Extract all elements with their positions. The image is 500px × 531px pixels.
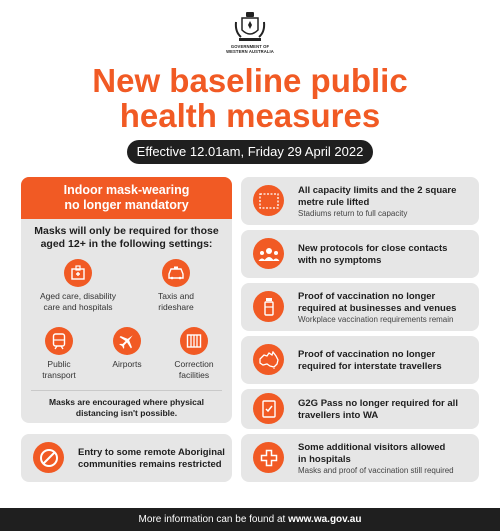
- people-group-icon: [253, 238, 284, 269]
- setting-label: Correction facilities: [149, 359, 239, 380]
- card-sub-line: Workplace vaccination requirements remai…: [298, 315, 454, 324]
- setting-correction: Correction facilities: [149, 327, 239, 380]
- crest-line-1: GOVERNMENT OF: [230, 44, 270, 49]
- setting-airports: Airports: [82, 327, 172, 370]
- medical-cross-icon: [253, 442, 284, 473]
- card-text: Proof of vaccination no longer required …: [298, 349, 442, 372]
- capacity-limits-card: All capacity limits and the 2 square met…: [241, 177, 479, 225]
- setting-public-transport: Public transport: [14, 327, 104, 380]
- card-main-line-1: All capacity limits and the 2 square: [298, 185, 457, 196]
- mask-foot-line-2: distancing isn't possible.: [75, 408, 178, 418]
- card-main-line-2: travellers into WA: [298, 409, 379, 421]
- card-main-line-1: Some additional visitors allowed: [298, 442, 446, 453]
- australia-map-icon: [253, 344, 284, 375]
- no-entry-icon: [33, 442, 64, 473]
- prison-icon: [180, 327, 208, 355]
- mask-panel: Indoor mask-wearing no longer mandatory …: [21, 177, 232, 423]
- setting-label-line-1: Aged care, disability: [39, 291, 117, 301]
- card-text: All capacity limits and the 2 square met…: [298, 185, 456, 219]
- card-main-line-1: G2G Pass no longer required for all: [298, 398, 458, 409]
- setting-taxis: Taxis and rideshare: [131, 259, 221, 312]
- setting-label-line-1: Public: [47, 359, 71, 369]
- setting-aged-care: Aged care, disability care and hospitals: [33, 259, 123, 312]
- setting-label: Taxis and rideshare: [131, 291, 221, 312]
- card-main-line-2: metre rule lifted: [298, 196, 370, 208]
- footer-bar: More information can be found at www.wa.…: [0, 508, 500, 531]
- mask-panel-footnote: Masks are encouraged where physical dist…: [21, 397, 232, 419]
- setting-label-line-2: care and hospitals: [43, 301, 113, 312]
- card-text: Proof of vaccination no longer required …: [298, 291, 456, 325]
- mask-panel-divider: [31, 390, 222, 391]
- government-crest: GOVERNMENT OF WESTERN AUSTRALIA: [225, 10, 275, 62]
- card-text: New protocols for close contacts with no…: [298, 243, 447, 266]
- mask-foot-line-1: Masks are encouraged where physical: [49, 397, 204, 407]
- effective-date-pill: Effective 12.01am, Friday 29 April 2022: [127, 140, 373, 164]
- setting-label-line-2: transport: [42, 369, 76, 380]
- mask-panel-heading: Indoor mask-wearing no longer mandatory: [21, 177, 232, 219]
- footer-link[interactable]: www.wa.gov.au: [288, 514, 362, 525]
- page-title: New baseline public health measures: [0, 63, 500, 133]
- card-text: G2G Pass no longer required for all trav…: [298, 398, 458, 421]
- hospital-visitors-card: Some additional visitors allowed in hosp…: [241, 434, 479, 482]
- crest-line-2: WESTERN AUSTRALIA: [226, 49, 274, 54]
- setting-label-line-1: Airports: [112, 359, 142, 369]
- vaccination-venues-card: Proof of vaccination no longer required …: [241, 283, 479, 331]
- footer-text: More information can be found at: [138, 514, 289, 525]
- coat-of-arms-icon: [234, 12, 266, 41]
- mask-panel-subtitle: Masks will only be required for those ag…: [21, 225, 232, 251]
- mask-sub-line-2: aged 12+ in the following settings:: [40, 238, 213, 250]
- card-main-line-1: New protocols for close contacts: [298, 243, 448, 254]
- pass-document-icon: [253, 393, 284, 424]
- setting-label-line-2: facilities: [178, 369, 210, 380]
- card-main-line-2: in hospitals: [298, 453, 351, 465]
- card-main-line-2: required for interstate travellers: [298, 360, 442, 372]
- setting-label-line-1: Taxis and: [158, 291, 194, 301]
- square-metre-icon: [253, 185, 284, 216]
- vaccine-vial-icon: [253, 291, 284, 322]
- setting-label: Airports: [82, 359, 172, 370]
- aboriginal-communities-card: Entry to some remote Aboriginal communit…: [21, 434, 232, 482]
- card-main-line-1: Entry to some remote Aboriginal: [78, 447, 225, 458]
- mask-heading-line-1: Indoor mask-wearing: [63, 183, 190, 197]
- card-main-line-2: with no symptoms: [298, 254, 382, 266]
- card-text: Entry to some remote Aboriginal communit…: [78, 447, 225, 470]
- card-main-line-1: Proof of vaccination no longer: [298, 349, 436, 360]
- setting-label: Public transport: [14, 359, 104, 380]
- card-main-line-2: required at businesses and venues: [298, 302, 457, 314]
- card-main-line-1: Proof of vaccination no longer: [298, 291, 436, 302]
- taxi-icon: [162, 259, 190, 287]
- mask-sub-line-1: Masks will only be required for those: [34, 225, 219, 237]
- mask-heading-line-2: no longer mandatory: [64, 198, 189, 212]
- setting-label-line-2: rideshare: [158, 301, 194, 312]
- hospital-icon: [64, 259, 92, 287]
- card-main-line-2: communities remains restricted: [78, 458, 222, 470]
- title-line-1: New baseline public: [92, 62, 408, 99]
- setting-label: Aged care, disability care and hospitals: [33, 291, 123, 312]
- g2g-pass-card: G2G Pass no longer required for all trav…: [241, 389, 479, 429]
- card-sub-line: Masks and proof of vaccination still req…: [298, 466, 454, 475]
- card-text: Some additional visitors allowed in hosp…: [298, 442, 454, 476]
- setting-label-line-1: Correction: [174, 359, 214, 369]
- card-sub-line: Stadiums return to full capacity: [298, 209, 408, 218]
- close-contacts-card: New protocols for close contacts with no…: [241, 230, 479, 278]
- interstate-travellers-card: Proof of vaccination no longer required …: [241, 336, 479, 384]
- train-icon: [45, 327, 73, 355]
- title-line-2: health measures: [119, 97, 381, 134]
- airplane-icon: [113, 327, 141, 355]
